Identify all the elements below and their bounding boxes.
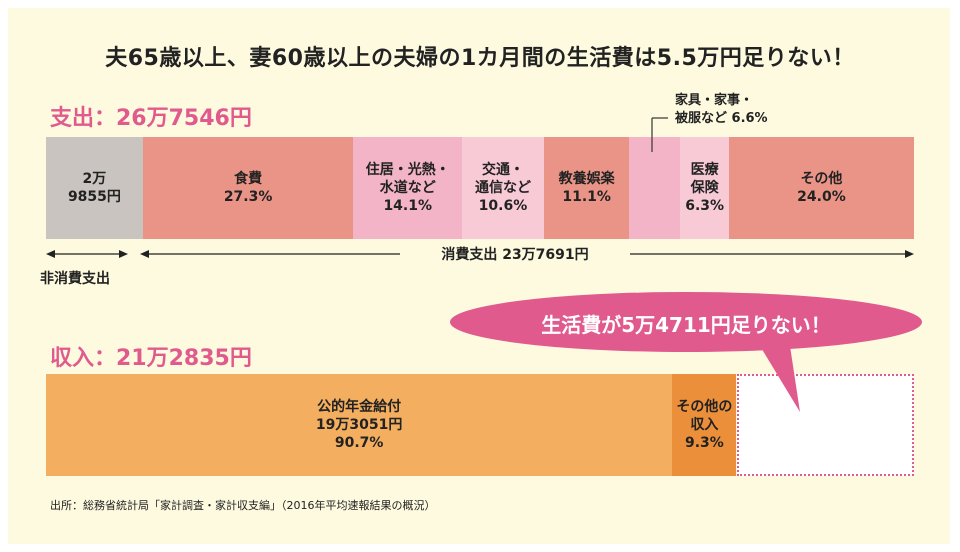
segment-other-income: その他の 収入 9.3%: [672, 374, 737, 476]
consumption-arrow-right: [905, 250, 914, 258]
segment-transport-communication-label: 交通・ 通信など 10.6%: [474, 161, 531, 215]
income-heading: 収入：21万2835円: [50, 346, 252, 371]
expense-heading: 支出：26万7546円: [50, 106, 252, 131]
callout-bubble: [450, 292, 922, 352]
segment-food: 食費 27.3%: [142, 137, 354, 239]
segment-public-pension-label: 公的年金給付 19万3051円 90.7%: [315, 398, 403, 452]
nonconsumption-arrow-left: [46, 250, 55, 258]
segment-recreation: 教養娯楽 11.1%: [543, 137, 630, 239]
consumption-label: 消費支出 23万7691円: [400, 244, 630, 264]
chart-title: 夫65歳以上、妻60歳以上の夫婦の1カ月間の生活費は5.5万円足りない！: [105, 46, 855, 71]
segment-deficit: [736, 374, 914, 476]
segment-medical: 医療 保険 6.3%: [680, 137, 729, 239]
segment-medical-label: 医療 保険 6.3%: [685, 161, 725, 215]
segment-nonconsumption: 2万 9855円: [46, 137, 143, 239]
source-note: 出所：総務省統計局「家計調査・家計収支編」（2016年平均速報結果の概況）: [50, 499, 436, 512]
segment-recreation-label: 教養娯楽 11.1%: [558, 170, 615, 205]
deficit-callout-text: 生活費が5万4711円足りない！: [541, 313, 831, 337]
segment-housing-utilities: 住居・光熱・ 水道など 14.1%: [353, 137, 463, 239]
nonconsumption-arrow-right: [119, 250, 128, 258]
segment-other-income-label: その他の 収入 9.3%: [676, 398, 733, 452]
segment-public-pension: 公的年金給付 19万3051円 90.7%: [46, 374, 673, 476]
segment-nonconsumption-label: 2万 9855円: [67, 170, 121, 205]
segment-transport-communication: 交通・ 通信など 10.6%: [462, 137, 544, 239]
segment-other-expense-label: その他 24.0%: [797, 170, 846, 205]
nonconsumption-label: 非消費支出: [40, 271, 110, 287]
income-bar: 公的年金給付 19万3051円 90.7% その他の 収入 9.3%: [46, 374, 914, 476]
segment-food-label: 食費 27.3%: [223, 170, 273, 205]
segment-furniture-clothing: [629, 137, 681, 239]
furniture-callout-label: 家具・家事・ 被服など 6.6%: [675, 93, 768, 126]
callout-bubble-tail: [760, 346, 800, 412]
expense-bar: 2万 9855円 食費 27.3% 住居・光熱・ 水道など 14.1% 交通・ 通信な…: [46, 137, 914, 239]
segment-housing-utilities-label: 住居・光熱・ 水道など 14.1%: [365, 161, 450, 215]
segment-other-expense: その他 24.0%: [728, 137, 914, 239]
consumption-arrow-left: [140, 250, 149, 258]
